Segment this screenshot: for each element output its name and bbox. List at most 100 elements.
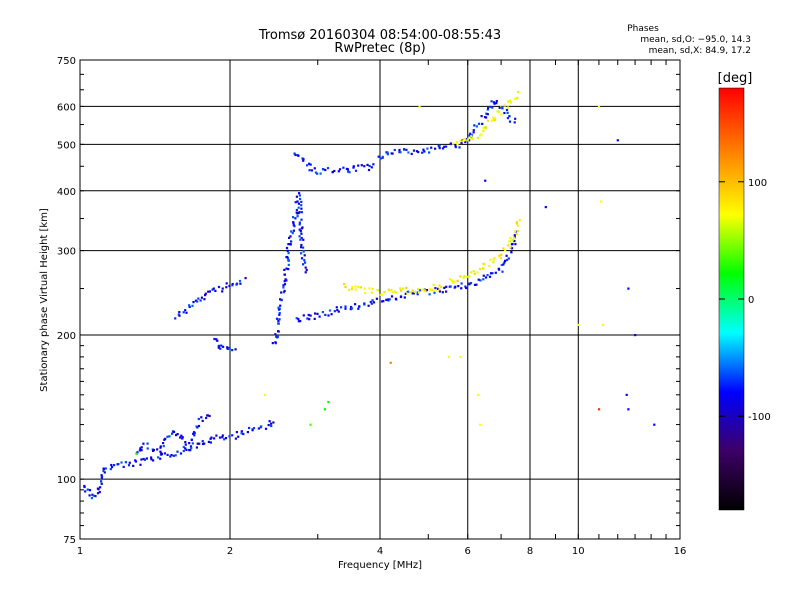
data-point [94, 495, 97, 498]
data-point [484, 179, 487, 182]
data-point [162, 442, 165, 445]
data-point [492, 116, 495, 119]
data-point [286, 249, 289, 252]
data-point [370, 166, 373, 169]
data-point [86, 488, 89, 491]
data-point [472, 270, 475, 273]
data-point [300, 232, 303, 235]
data-point [180, 434, 183, 437]
x-tick-label: 8 [527, 546, 533, 557]
data-point [354, 285, 357, 288]
data-point [275, 317, 279, 320]
data-point [386, 151, 389, 154]
data-point [505, 258, 509, 262]
data-point [287, 243, 290, 246]
data-point [405, 148, 408, 151]
y-tick-label: 400 [57, 187, 76, 198]
data-point [506, 117, 509, 120]
data-point [98, 491, 101, 494]
data-point [409, 291, 412, 294]
data-point [363, 165, 366, 168]
data-point [402, 287, 405, 290]
data-point [500, 113, 503, 116]
data-point [302, 159, 305, 162]
data-point [274, 341, 277, 344]
data-point [172, 430, 176, 433]
data-point [352, 165, 355, 168]
data-point [333, 169, 336, 173]
data-point [300, 237, 303, 240]
data-point [388, 298, 391, 301]
data-point [354, 288, 357, 291]
data-point [278, 318, 281, 321]
data-point [340, 306, 343, 309]
data-point [338, 168, 342, 171]
data-point [201, 440, 204, 443]
data-point [423, 289, 426, 292]
data-point [293, 152, 296, 155]
data-point [260, 425, 263, 428]
data-point [459, 275, 462, 278]
data-point [314, 171, 318, 174]
data-point [514, 230, 517, 233]
data-point [326, 167, 330, 170]
data-point [285, 267, 288, 270]
data-point [179, 452, 183, 455]
data-point [294, 153, 297, 157]
data-point [491, 119, 494, 122]
data-point [221, 436, 224, 439]
data-point [386, 153, 389, 156]
data-point [337, 310, 340, 313]
data-point [472, 129, 475, 132]
data-point [399, 295, 403, 298]
data-point [403, 148, 406, 151]
data-point [470, 137, 473, 141]
data-point [285, 256, 288, 259]
data-point [507, 244, 510, 247]
data-point [469, 132, 472, 135]
data-point [399, 287, 402, 290]
data-point [394, 297, 397, 300]
data-point [162, 445, 165, 448]
data-point [354, 303, 357, 306]
data-point [304, 261, 307, 264]
data-point [462, 276, 465, 279]
data-point [390, 295, 394, 298]
data-point [379, 293, 382, 296]
data-point [438, 147, 441, 150]
data-point [96, 492, 100, 495]
data-point [423, 150, 426, 153]
data-point [399, 151, 402, 154]
chart-subtitle: RwPretec (8p) [334, 41, 425, 56]
y-axis-label: Stationary phase Virtual Height [km] [39, 208, 50, 392]
data-point [482, 130, 485, 133]
data-point [277, 330, 280, 333]
data-point [404, 292, 407, 295]
data-point [389, 361, 392, 364]
data-point [490, 100, 493, 103]
data-point [398, 148, 401, 152]
data-point [495, 102, 498, 105]
data-point [517, 224, 520, 227]
data-point [468, 282, 471, 285]
data-point [492, 258, 495, 261]
data-point [300, 207, 303, 210]
data-point [313, 167, 316, 170]
data-point [412, 149, 416, 152]
data-point [297, 211, 300, 215]
data-point [159, 445, 162, 448]
data-point [217, 344, 220, 347]
data-point [503, 111, 506, 115]
data-point [211, 288, 214, 291]
data-point [358, 305, 361, 308]
data-point [442, 147, 445, 150]
data-point [508, 99, 512, 102]
data-point [327, 400, 330, 404]
data-point [175, 434, 178, 437]
data-point [292, 229, 295, 232]
data-point [298, 192, 301, 195]
data-point [363, 287, 366, 290]
data-point [287, 259, 290, 262]
data-point [287, 263, 290, 266]
data-point [83, 485, 86, 489]
